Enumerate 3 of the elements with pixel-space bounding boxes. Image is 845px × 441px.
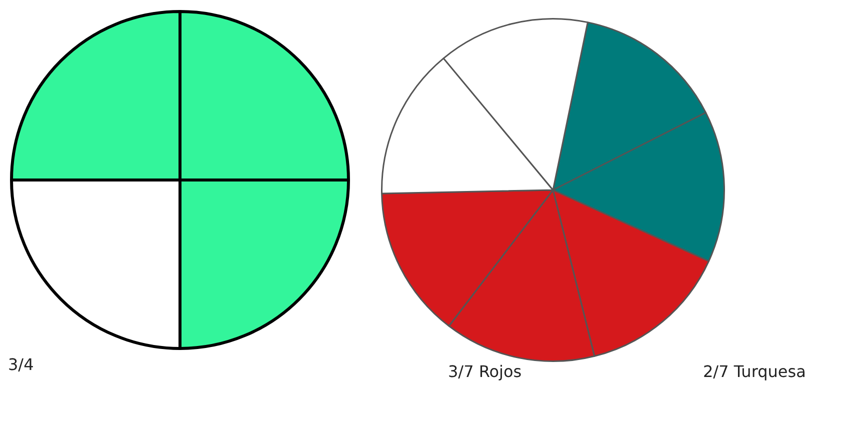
text: 3/7 Rojos xyxy=(448,362,522,381)
text: 2/7 Turquesa xyxy=(703,362,806,381)
text: 3/4 xyxy=(8,355,34,374)
